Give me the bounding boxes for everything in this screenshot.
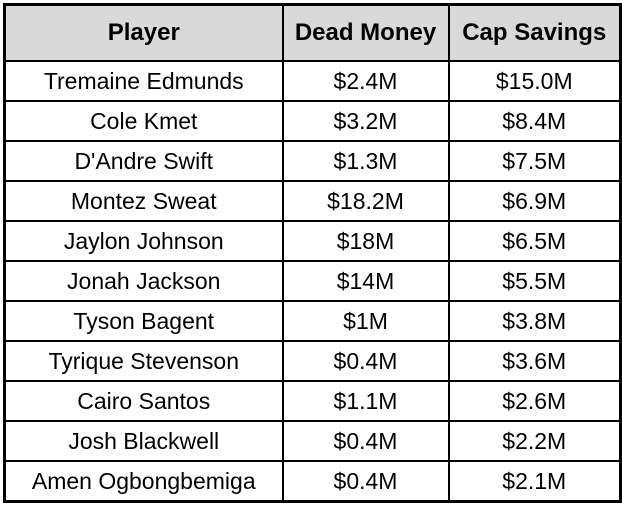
player-name-cell: Tremaine Edmunds [3,60,284,102]
dead-money-cell: $1M [281,300,450,342]
dead-money-cell: $1.1M [281,380,450,422]
player-name-cell: Jaylon Johnson [3,220,284,262]
table-row: Tremaine Edmunds $2.4M $15.0M [3,60,622,102]
cap-savings-cell: $6.5M [447,220,622,262]
cap-savings-table: Player Dead Money Cap Savings Tremaine E… [3,3,622,503]
player-name-cell: Cairo Santos [3,380,284,422]
table-row: Tyrique Stevenson $0.4M $3.6M [3,340,622,382]
cap-savings-cell: $7.5M [447,140,622,182]
dead-money-cell: $0.4M [281,420,450,462]
table-row: Josh Blackwell $0.4M $2.2M [3,420,622,462]
column-header-cap-savings: Cap Savings [447,3,622,62]
dead-money-cell: $3.2M [281,100,450,142]
dead-money-cell: $2.4M [281,60,450,102]
cap-savings-cell: $3.6M [447,340,622,382]
dead-money-cell: $1.3M [281,140,450,182]
cap-savings-cell: $2.6M [447,380,622,422]
table-row: Cole Kmet $3.2M $8.4M [3,100,622,142]
cap-savings-cell: $3.8M [447,300,622,342]
table-row: Jonah Jackson $14M $5.5M [3,260,622,302]
header-row: Player Dead Money Cap Savings [3,3,622,62]
table-row: Montez Sweat $18.2M $6.9M [3,180,622,222]
column-header-dead-money: Dead Money [281,3,450,62]
cap-savings-cell: $6.9M [447,180,622,222]
table-row: Amen Ogbongbemiga $0.4M $2.1M [3,460,622,503]
dead-money-cell: $14M [281,260,450,302]
cap-savings-cell: $2.1M [447,460,622,503]
dead-money-cell: $0.4M [281,340,450,382]
table-row: D'Andre Swift $1.3M $7.5M [3,140,622,182]
player-name-cell: Montez Sweat [3,180,284,222]
cap-savings-cell: $2.2M [447,420,622,462]
cap-savings-cell: $15.0M [447,60,622,102]
dead-money-cell: $18M [281,220,450,262]
cap-savings-cell: $8.4M [447,100,622,142]
player-name-cell: Cole Kmet [3,100,284,142]
column-header-player: Player [3,3,284,62]
dead-money-cell: $18.2M [281,180,450,222]
table-row: Tyson Bagent $1M $3.8M [3,300,622,342]
cap-savings-cell: $5.5M [447,260,622,302]
player-name-cell: D'Andre Swift [3,140,284,182]
player-name-cell: Josh Blackwell [3,420,284,462]
player-name-cell: Jonah Jackson [3,260,284,302]
dead-money-cell: $0.4M [281,460,450,503]
player-name-cell: Tyson Bagent [3,300,284,342]
table-row: Cairo Santos $1.1M $2.6M [3,380,622,422]
player-name-cell: Tyrique Stevenson [3,340,284,382]
table-row: Jaylon Johnson $18M $6.5M [3,220,622,262]
player-name-cell: Amen Ogbongbemiga [3,460,284,503]
